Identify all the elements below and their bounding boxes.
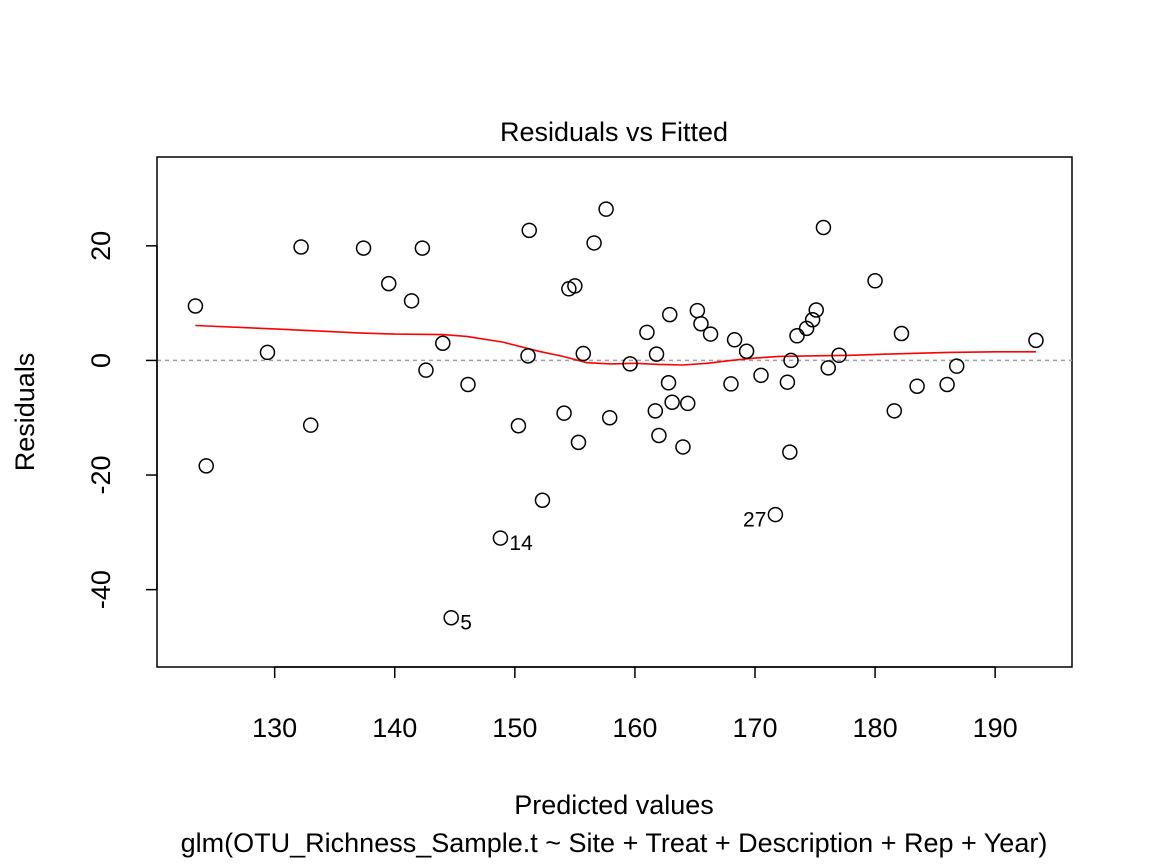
data-point — [510, 418, 527, 434]
data-point — [886, 403, 903, 419]
y-axis: -40 -20 0 20 — [86, 231, 158, 609]
x-tick-label: 140 — [372, 713, 417, 743]
point-label: 27 — [743, 509, 766, 532]
data-point — [893, 325, 910, 342]
data-point — [443, 609, 459, 626]
data-point — [570, 434, 587, 451]
data-point — [575, 345, 592, 362]
data-point — [767, 506, 784, 523]
x-tick-label: 180 — [853, 713, 898, 743]
data-point — [661, 306, 678, 323]
data-point — [948, 358, 965, 374]
data-point — [520, 348, 536, 364]
data-point — [414, 240, 431, 256]
data-point — [418, 362, 434, 378]
data-point — [647, 403, 664, 419]
data-point — [556, 405, 572, 421]
y-tick-label: -40 — [86, 570, 116, 609]
data-point — [660, 375, 677, 391]
point-labels-layer: 5 14 27 — [460, 509, 766, 635]
x-axis-label: Predicted values — [514, 790, 714, 820]
data-point — [664, 394, 680, 411]
data-point — [909, 378, 925, 394]
data-point — [534, 492, 551, 508]
data-point — [648, 346, 665, 362]
data-point — [1028, 332, 1044, 349]
x-tick-label: 150 — [492, 713, 537, 743]
data-point — [601, 409, 618, 426]
data-point — [435, 335, 451, 351]
data-point — [567, 278, 583, 294]
x-tick-label: 130 — [252, 713, 297, 743]
data-point — [381, 275, 397, 292]
data-point — [198, 458, 214, 474]
smooth-line-layer — [195, 324, 1036, 366]
data-point — [679, 395, 696, 412]
data-point — [259, 344, 276, 361]
model-formula-subtitle: glm(OTU_Richness_Sample.t ~ Site + Treat… — [181, 828, 1048, 858]
x-axis: 130 140 150 160 170 180 190 — [252, 666, 1018, 743]
data-point — [675, 439, 691, 455]
data-point — [639, 324, 655, 341]
data-point — [702, 326, 719, 342]
data-point — [403, 293, 420, 309]
data-point — [820, 360, 836, 376]
data-point — [804, 311, 821, 328]
data-point — [779, 374, 796, 390]
y-tick-label: 20 — [86, 231, 116, 261]
x-tick-label: 190 — [973, 713, 1018, 743]
data-point — [831, 347, 847, 364]
y-axis-label: Residuals — [10, 353, 40, 472]
data-point — [586, 235, 602, 251]
data-point — [789, 328, 805, 344]
point-label: 14 — [509, 532, 533, 555]
data-point — [808, 302, 824, 318]
data-point — [689, 302, 706, 319]
data-point — [355, 240, 372, 256]
data-point — [598, 201, 614, 217]
data-point — [867, 273, 883, 289]
data-point — [302, 417, 319, 433]
data-point — [651, 427, 667, 444]
data-point — [753, 367, 769, 384]
point-label: 5 — [460, 612, 472, 635]
data-point — [492, 530, 509, 546]
x-tick-label: 160 — [612, 713, 657, 743]
data-point — [783, 352, 799, 369]
data-point — [521, 222, 537, 239]
data-point — [738, 343, 755, 360]
data-point — [726, 332, 743, 348]
data-point — [293, 239, 309, 255]
data-point — [460, 376, 476, 393]
data-point — [622, 356, 638, 372]
smooth-trend-line — [195, 324, 1036, 366]
chart-title: Residuals vs Fitted — [500, 117, 728, 147]
y-tick-label: -20 — [86, 456, 116, 495]
points-layer — [187, 201, 1044, 626]
y-tick-label: 0 — [86, 353, 116, 368]
data-point — [187, 298, 204, 314]
data-point — [693, 316, 709, 332]
data-point — [723, 376, 739, 392]
data-point — [939, 376, 955, 393]
data-point — [782, 444, 798, 460]
data-point — [815, 219, 832, 236]
data-point — [798, 320, 815, 337]
x-tick-label: 170 — [732, 713, 777, 743]
